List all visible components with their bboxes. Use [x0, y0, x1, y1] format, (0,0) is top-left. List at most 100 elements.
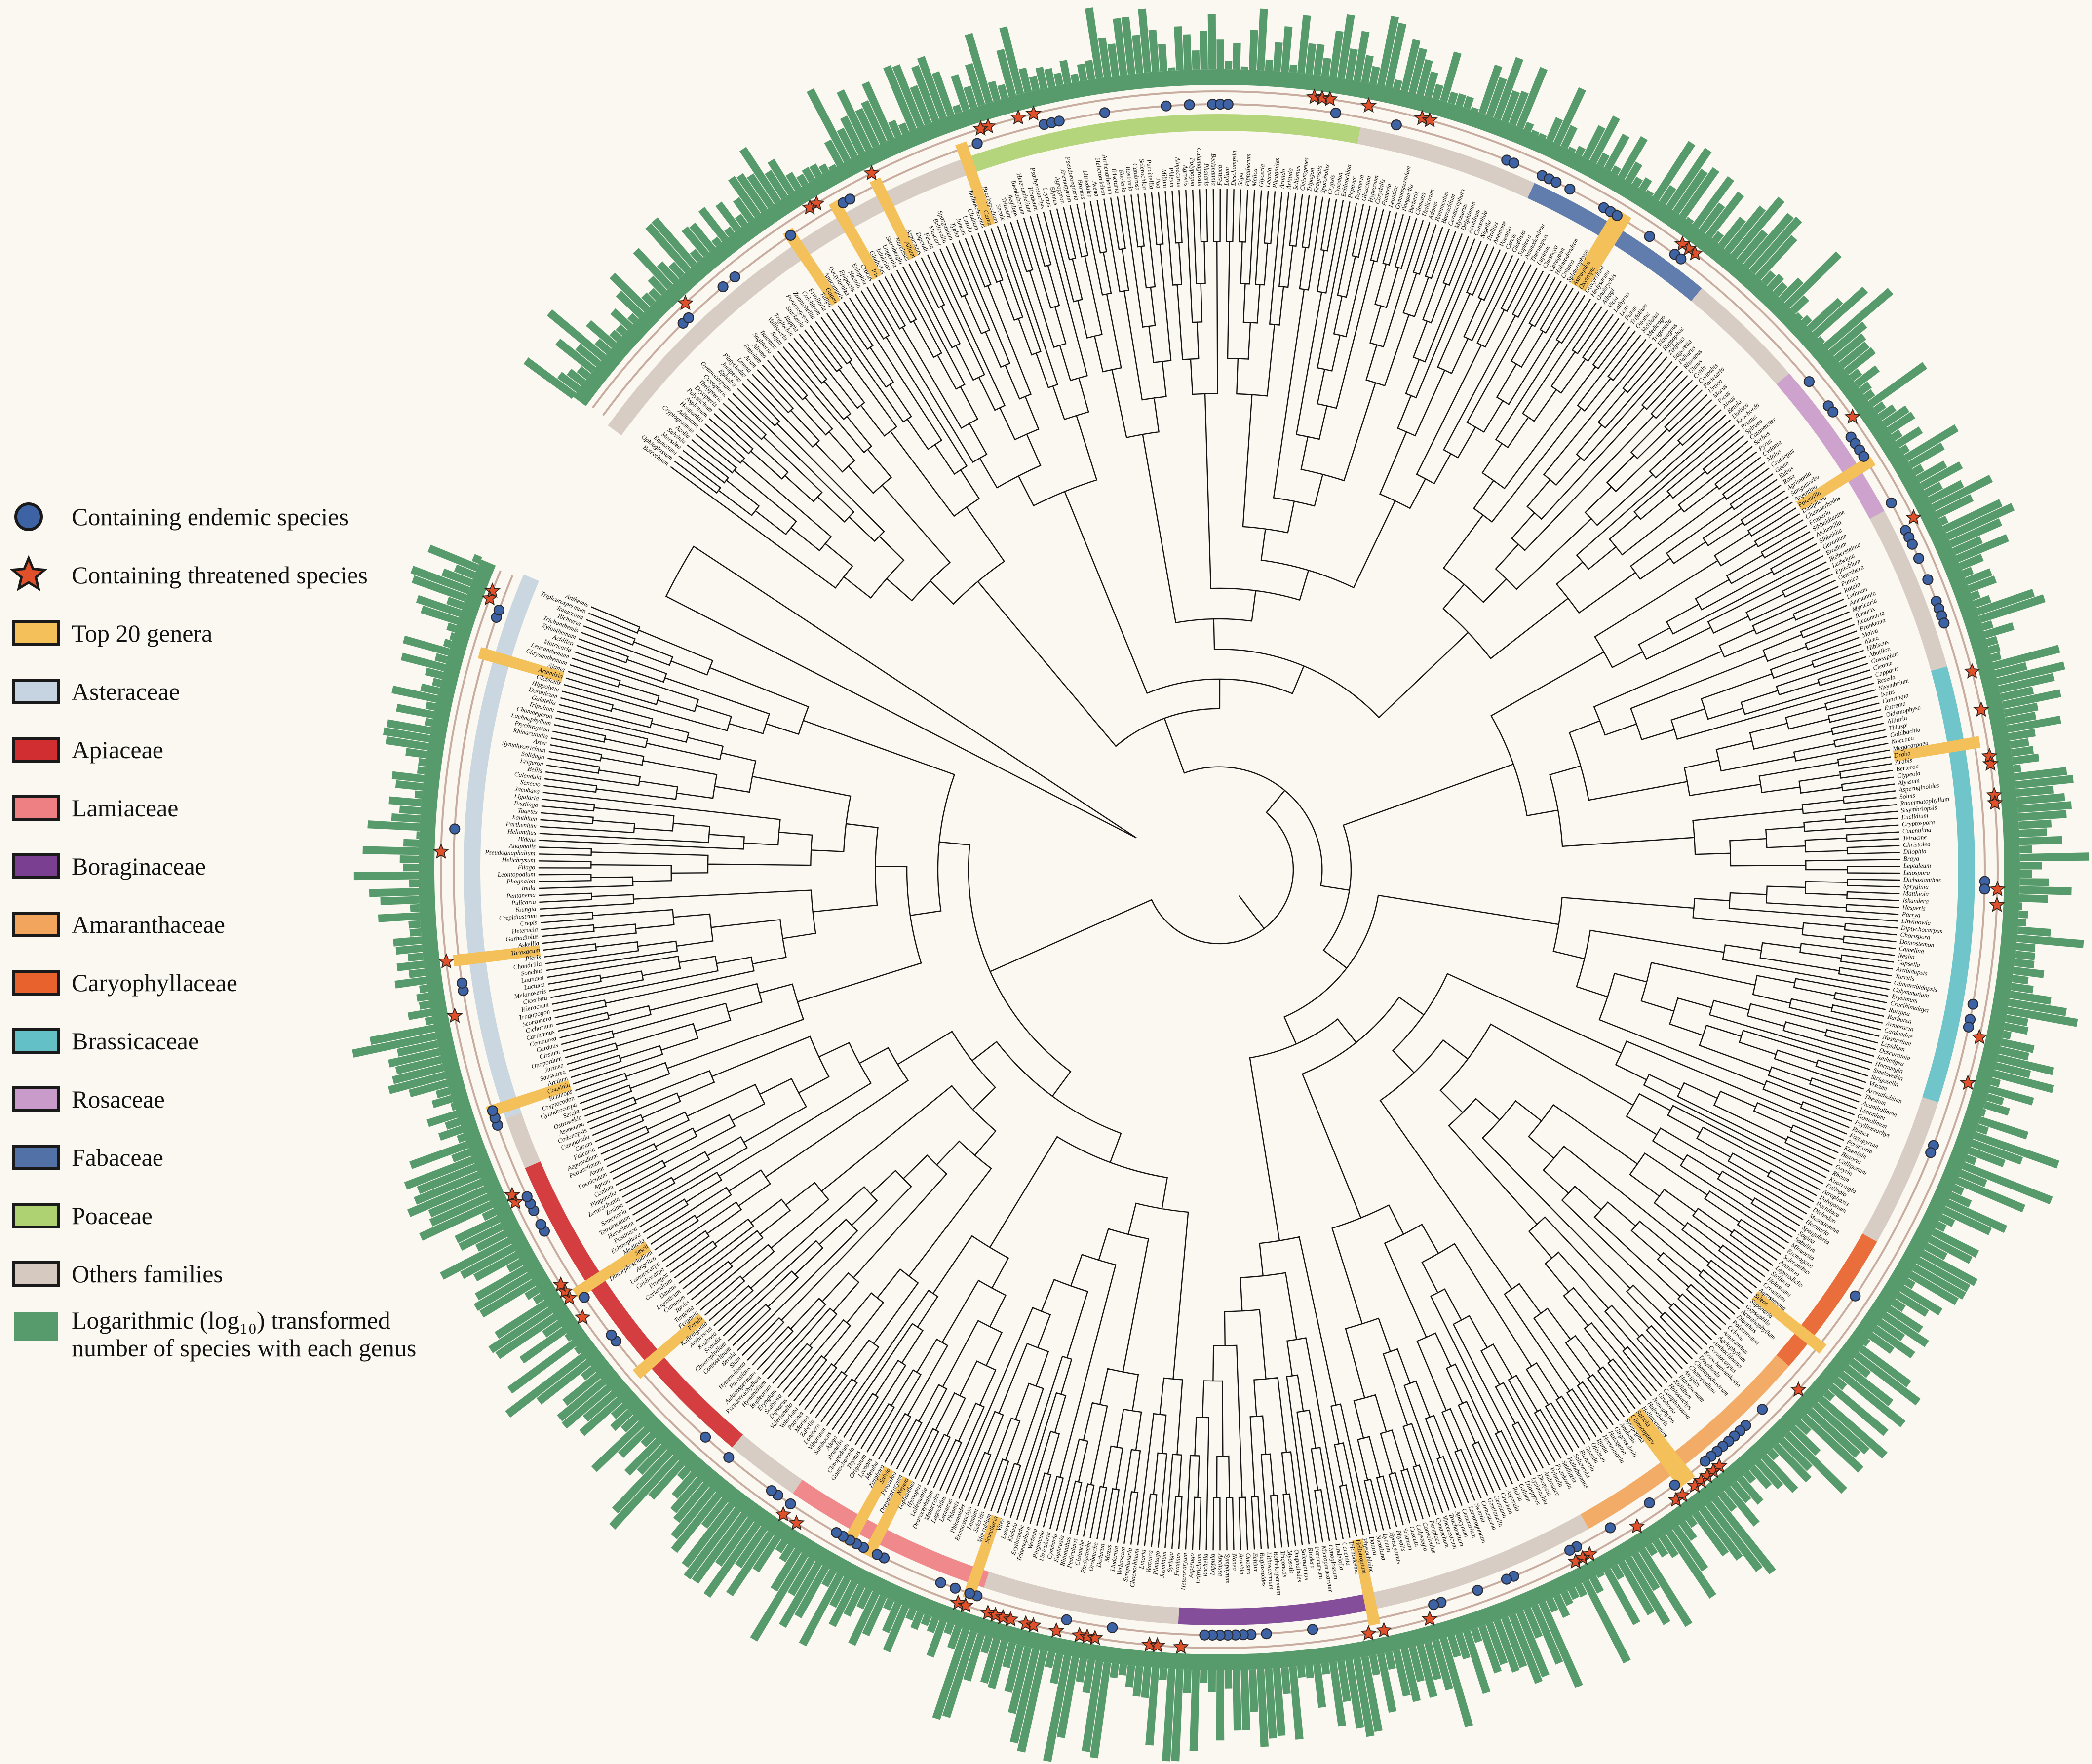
- endemic-dot: [785, 1498, 796, 1510]
- genus-label: Erigeron: [519, 757, 544, 767]
- genus-label: Trigonotis: [1279, 1550, 1289, 1577]
- genus-label: Jacobaea: [514, 785, 540, 795]
- logbar-swatch: [14, 1312, 58, 1341]
- endemic-dot: [964, 1588, 975, 1599]
- boraginaceae-swatch: [12, 853, 60, 879]
- genus-label: Litwinowia: [1901, 917, 1932, 927]
- genus-label: Linaria: [1138, 1549, 1147, 1570]
- genus-label: Calamagrostis: [1195, 148, 1203, 186]
- genus-label: Pseudognaphalium: [484, 848, 535, 857]
- endemic-dot: [1605, 1522, 1616, 1534]
- genus-label: Heteracia: [511, 925, 538, 935]
- brassicaceae-swatch: [12, 1028, 60, 1054]
- endemic-dot: [1161, 100, 1172, 112]
- genus-label: Milium: [1161, 168, 1169, 188]
- genus-label: Rostraria: [1124, 165, 1135, 192]
- genus-label: Festuca: [1216, 165, 1223, 186]
- endemic-dot: [1967, 998, 1978, 1010]
- legend-label: Top 20 genera: [72, 619, 212, 647]
- genus-label: Sisymbriopsis: [1900, 804, 1937, 814]
- endemic-dot: [1564, 1544, 1576, 1556]
- legend-label: Brassicaceae: [72, 1027, 199, 1055]
- endemic-dot: [1858, 451, 1869, 462]
- endemic-dot: [1611, 210, 1623, 221]
- genus-label: Rochelia: [1201, 1553, 1209, 1577]
- genus-label: Diptychocarpus: [1900, 924, 1942, 935]
- legend-item-boraginaceae: Boraginaceae: [12, 852, 206, 880]
- genus-label: Helianthus: [507, 827, 537, 836]
- endemic-dots: [449, 98, 1990, 1641]
- endemic-dot: [699, 1431, 711, 1443]
- endemic-dot: [1669, 1479, 1680, 1491]
- genus-label: Beckmannia: [1210, 153, 1218, 186]
- endemic-dot: [1906, 538, 1918, 550]
- fabaceae-swatch: [12, 1145, 60, 1170]
- amaranthaceae-swatch: [12, 912, 60, 937]
- legend-item-top20: Top 20 genera: [12, 619, 212, 647]
- genus-label: Echium: [1251, 1552, 1260, 1573]
- endemic-dot: [1963, 1021, 1974, 1033]
- genus-label: Ligularia: [513, 792, 540, 802]
- genus-label: Arundo: [1278, 168, 1287, 189]
- genus-label: Dilophia: [1902, 847, 1927, 855]
- legend-label: Apiaceae: [72, 736, 163, 764]
- genus-label: Alyssum: [1897, 776, 1920, 787]
- genus-label: Puccinellia: [1145, 158, 1156, 190]
- endemic-dot: [1644, 1497, 1655, 1509]
- genus-label: Crepidiastrum: [499, 912, 537, 921]
- genus-label: Calendula: [514, 770, 542, 781]
- endemic-dot: [1508, 157, 1519, 169]
- endemic-circle-icon: [14, 502, 43, 531]
- genus-label: Arnebia: [1238, 1553, 1245, 1574]
- family-arc-others: [505, 1112, 541, 1168]
- genus-label: Pentanema: [505, 891, 536, 899]
- genus-label: Leptaleum: [1903, 862, 1931, 869]
- endemic-dot: [1564, 184, 1576, 195]
- endemic-dot: [1472, 1584, 1483, 1596]
- genus-label: Deschampsia: [1230, 151, 1238, 187]
- legend-item-endemic: Containing endemic species: [14, 502, 349, 531]
- genus-label: Christolea: [1903, 840, 1931, 848]
- genus-label: Stipa: [1237, 172, 1244, 186]
- genus-label: Phalaris: [1203, 163, 1211, 186]
- genus-label: Symphytum: [1224, 1554, 1232, 1584]
- endemic-dot: [844, 193, 855, 205]
- genus-label: Buglossoides: [1258, 1552, 1268, 1587]
- genus-label: Leiospora: [1903, 869, 1930, 876]
- endemic-dot: [535, 1219, 546, 1230]
- legend-label-line2: number of species with each genus: [72, 1334, 416, 1362]
- legend-label: Containing threatened species: [72, 561, 368, 589]
- family-arc-poaceae: [969, 114, 1361, 173]
- legend-label: Amaranthaceae: [72, 911, 225, 938]
- threatened-star-icon: [9, 555, 48, 591]
- genus-label: Aristida: [1284, 168, 1294, 190]
- endemic-dot: [1938, 617, 1950, 629]
- legend-item-apiaceae: Apiaceae: [12, 736, 163, 764]
- endemic-dot: [1099, 107, 1111, 118]
- genus-label: Syringa: [1166, 1552, 1175, 1572]
- genus-label: Agrostis: [1182, 164, 1190, 187]
- genus-label: Isatis: [1879, 688, 1895, 698]
- genus-label: Braya: [1903, 855, 1920, 863]
- endemic-dot: [683, 312, 695, 324]
- family-arc-others: [608, 156, 975, 436]
- poaceae-swatch: [12, 1203, 60, 1228]
- family-arc-amaranthaceae: [1580, 1355, 1789, 1529]
- endemic-dot: [871, 1549, 883, 1560]
- genus-label: Chorispora: [1900, 931, 1931, 941]
- genus-label: Bellis: [527, 765, 543, 774]
- endemic-dot: [1922, 574, 1934, 585]
- endemic-dot: [1053, 115, 1065, 127]
- caryophyllaceae-swatch: [12, 970, 60, 996]
- genus-label: Piptatherum: [1243, 153, 1252, 187]
- endemic-dot: [717, 281, 729, 293]
- endemic-dot: [1979, 883, 1990, 895]
- genus-label: Neslia: [1897, 951, 1915, 960]
- genus-label: Dichasianthus: [1903, 876, 1941, 883]
- genus-label: Heterocaryum: [1179, 1553, 1189, 1591]
- lamiaceae-swatch: [12, 795, 60, 821]
- endemic-dot: [1330, 107, 1341, 119]
- genus-label: Leontopodium: [497, 870, 535, 878]
